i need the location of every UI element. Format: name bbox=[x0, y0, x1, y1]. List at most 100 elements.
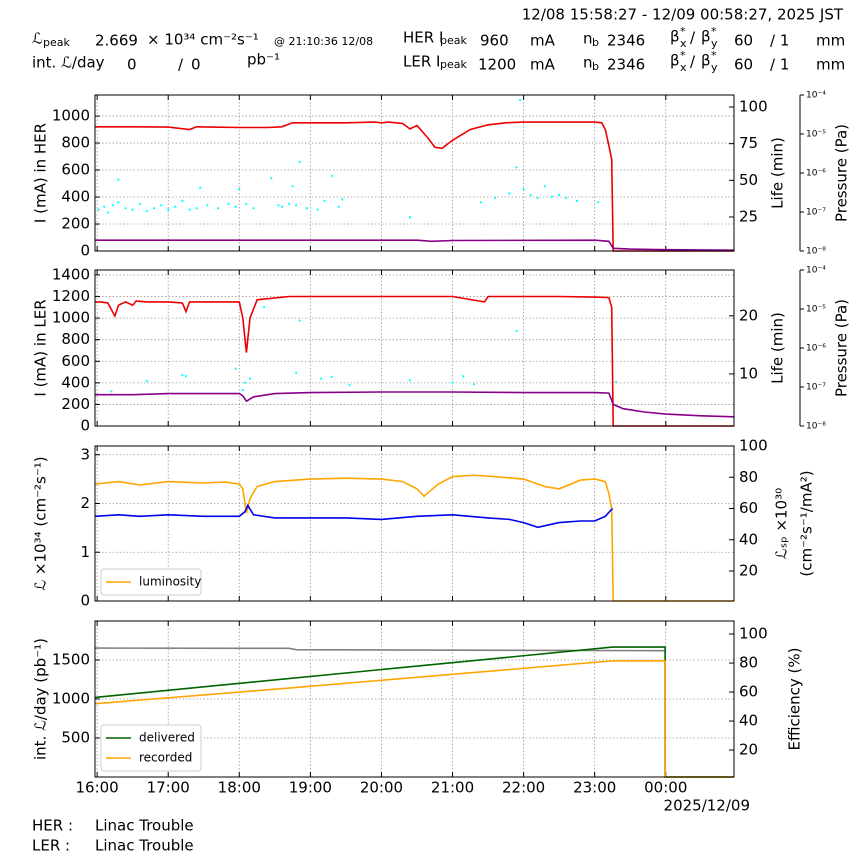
data-point bbox=[206, 204, 209, 207]
y2-tick-label: 40 bbox=[739, 712, 758, 730]
y3-tick-label: 10⁻⁵ bbox=[806, 130, 826, 140]
y2-tick-label: 10 bbox=[739, 364, 758, 382]
her-beta-x: 60 bbox=[734, 32, 753, 50]
y3-axis-label: Pressure (Pa) bbox=[833, 299, 851, 397]
lpeak-unit: × 10³⁴ cm⁻²s⁻¹ bbox=[147, 31, 259, 49]
nb-symbol: n bbox=[583, 30, 593, 48]
data-point bbox=[234, 367, 237, 370]
y-tick-label: 800 bbox=[61, 134, 90, 152]
y-tick-label: 200 bbox=[61, 395, 90, 413]
data-point bbox=[614, 380, 618, 384]
data-point bbox=[188, 208, 191, 211]
x-tick-label: 23:00 bbox=[573, 779, 616, 797]
data-point bbox=[515, 166, 518, 169]
data-point bbox=[575, 199, 579, 202]
y-tick-label: 200 bbox=[61, 215, 90, 233]
beta-star: * bbox=[680, 25, 686, 38]
lpeak-time: @ 21:10:36 12/08 bbox=[274, 35, 373, 48]
nb-symbol: n bbox=[583, 54, 593, 72]
beta-star: * bbox=[711, 25, 717, 38]
data-point bbox=[291, 185, 294, 188]
footer-her-status: Linac Trouble bbox=[95, 817, 194, 835]
footer-her-label: HER : bbox=[32, 817, 73, 835]
plot-frame bbox=[94, 445, 735, 602]
data-point bbox=[184, 375, 188, 378]
y-tick-label: 2 bbox=[80, 494, 90, 512]
data-point bbox=[522, 188, 525, 191]
x-tick-label: 16:00 bbox=[76, 779, 119, 797]
x-tick-label: 00:00 bbox=[644, 779, 687, 797]
x-tick-label: 21:00 bbox=[431, 779, 474, 797]
y2-tick-label: 25 bbox=[739, 207, 758, 225]
y3-tick-label: 10⁻⁵ bbox=[806, 305, 826, 315]
plot-frame bbox=[94, 94, 735, 252]
data-point bbox=[597, 201, 600, 204]
y3-tick-label: 10⁻⁷ bbox=[806, 383, 826, 393]
data-point bbox=[298, 319, 301, 322]
data-point bbox=[348, 383, 351, 387]
plot-frame bbox=[94, 269, 735, 427]
y-tick-label: 1500 bbox=[52, 651, 90, 669]
data-point bbox=[305, 207, 308, 210]
data-line bbox=[95, 239, 735, 251]
data-point bbox=[145, 379, 148, 382]
data-point bbox=[243, 381, 247, 384]
her-beta-unit: mm bbox=[816, 32, 845, 50]
beta-x: x bbox=[680, 37, 687, 50]
y2-axis-label: (cm⁻²s⁻¹/mA²) bbox=[798, 470, 816, 576]
data-point bbox=[298, 160, 301, 164]
lpeak-value: 2.669 bbox=[95, 32, 138, 50]
x-tick-label: 22:00 bbox=[502, 779, 545, 797]
y-tick-label: 600 bbox=[61, 161, 90, 179]
her-beta-y: / 1 bbox=[770, 32, 789, 50]
data-point bbox=[277, 204, 280, 207]
her-nb: 2346 bbox=[607, 32, 645, 50]
y3-tick-label: 10⁻⁶ bbox=[806, 344, 826, 354]
data-point bbox=[227, 202, 230, 205]
data-point bbox=[181, 373, 184, 377]
data-point bbox=[160, 204, 163, 207]
legend-box bbox=[100, 568, 202, 596]
data-line bbox=[95, 391, 735, 418]
data-point bbox=[117, 178, 120, 181]
y-tick-label: 500 bbox=[61, 729, 90, 747]
data-point bbox=[508, 192, 511, 195]
beta-star: * bbox=[680, 49, 686, 62]
data-point bbox=[106, 211, 109, 214]
her-sub: peak bbox=[440, 34, 467, 47]
intl-delivered: 0 bbox=[127, 56, 137, 74]
y3-tick-label: 10⁻⁴ bbox=[806, 266, 826, 276]
data-point bbox=[145, 210, 148, 213]
data-point bbox=[518, 98, 522, 102]
data-point bbox=[97, 208, 100, 211]
intl-sep: / bbox=[178, 56, 184, 74]
y-tick-label: 800 bbox=[61, 330, 90, 348]
y-axis-label: int. ℒ/day (pb⁻¹) bbox=[32, 638, 50, 760]
beta-star: * bbox=[711, 49, 717, 62]
beta-symbol: β bbox=[670, 52, 680, 70]
x-tick-label: 20:00 bbox=[360, 779, 403, 797]
x-tick-label: 19:00 bbox=[289, 779, 332, 797]
beta-y: y bbox=[711, 37, 718, 50]
y2-tick-label: 100 bbox=[739, 437, 768, 455]
y3-tick-label: 10⁻⁸ bbox=[806, 247, 826, 257]
data-line bbox=[94, 503, 614, 529]
lpeak-sub: peak bbox=[43, 36, 70, 49]
footer-ler-label: LER : bbox=[32, 837, 70, 855]
data-point bbox=[408, 216, 411, 219]
data-line bbox=[94, 647, 666, 652]
data-point bbox=[565, 196, 568, 200]
data-point bbox=[462, 375, 465, 378]
legend-label: delivered bbox=[139, 731, 195, 745]
data-point bbox=[280, 205, 284, 208]
beta-sep: / bbox=[690, 29, 696, 47]
y-tick-label: 1000 bbox=[52, 107, 90, 125]
y2-tick-label: 100 bbox=[739, 98, 768, 116]
x-tick-label: 17:00 bbox=[147, 779, 190, 797]
data-point bbox=[323, 199, 326, 202]
ler-unit: mA bbox=[530, 56, 556, 74]
y-tick-label: 400 bbox=[61, 373, 90, 391]
legend-label: luminosity bbox=[139, 575, 201, 589]
nb-sub: b bbox=[592, 36, 599, 49]
data-point bbox=[181, 199, 184, 202]
